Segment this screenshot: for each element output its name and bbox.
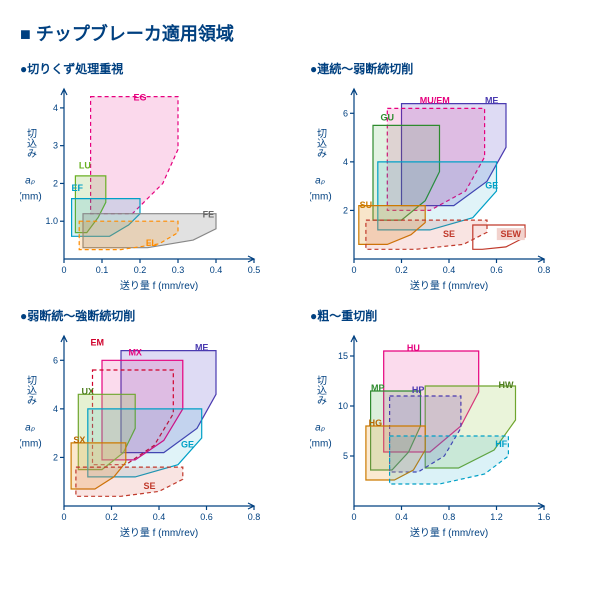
ytick: 1.0 xyxy=(45,216,58,226)
xtick: 0.4 xyxy=(443,265,456,275)
ytick: 6 xyxy=(343,108,348,118)
ylabel-unit: (mm) xyxy=(310,191,332,202)
region-label-SE: SE xyxy=(143,481,155,491)
region-label-SX: SX xyxy=(73,435,85,445)
region-label-GE: GE xyxy=(181,440,194,450)
xlabel: 送り量 f (mm/rev) xyxy=(120,279,198,292)
xtick: 0.4 xyxy=(153,512,166,522)
chart-grid: ●切りくず処理重視 EG LU EF FE FL 0 0.1 0.2 0.3 0.4 0.5 1.0 2 3… xyxy=(20,56,580,546)
ylabel-unit: (mm) xyxy=(20,438,42,449)
xtick: 0.8 xyxy=(443,512,456,522)
chart-p3: ME MX EM UX GE SX SE 0 0.2 0.4 0.6 0.8 2 4 6 送り量 f (mm/… xyxy=(20,326,266,546)
xtick: 1.2 xyxy=(490,512,503,522)
ylabel-sym: aₚ xyxy=(315,175,326,186)
xlabel: 送り量 f (mm/rev) xyxy=(120,526,198,539)
ytick: 2 xyxy=(53,178,58,188)
chart-p2: ME MU/EM GU GE SU SE SEW 0 0.2 0.4 0.6 0.8 2 4 6 送り量 f … xyxy=(310,79,556,299)
chart-p4: HU HW MP HP HG HF 0 0.4 0.8 1.2 1.6 5 10 15 送り量 f (mm/… xyxy=(310,326,556,546)
xtick: 0.5 xyxy=(248,265,261,275)
region-SE xyxy=(76,467,183,496)
ylabel-sym: aₚ xyxy=(25,175,36,186)
region-label-ME: ME xyxy=(195,343,209,353)
region-label-UX: UX xyxy=(82,386,95,396)
ytick: 6 xyxy=(53,355,58,365)
ytick: 5 xyxy=(343,451,348,461)
ylabel-sym: aₚ xyxy=(315,422,326,433)
region-label-SEW: SEW xyxy=(501,229,522,239)
region-label-HF: HF xyxy=(495,439,507,449)
xtick: 0 xyxy=(61,512,66,522)
region-label-EG: EG xyxy=(133,92,146,102)
main-title: ■ チップブレーカ適用領域 xyxy=(20,20,580,46)
panel-subtitle: ●切りくず処理重視 xyxy=(20,60,290,77)
ylabel-sym: aₚ xyxy=(25,422,36,433)
ytick: 4 xyxy=(343,157,348,167)
ytick: 3 xyxy=(53,141,58,151)
xlabel: 送り量 f (mm/rev) xyxy=(410,526,488,539)
ylabel-unit: (mm) xyxy=(310,438,332,449)
xtick: 1.6 xyxy=(538,512,551,522)
region-label-MU/EM: MU/EM xyxy=(420,96,450,106)
ytick: 15 xyxy=(338,351,348,361)
panel-subtitle: ●連続～弱断続切削 xyxy=(310,60,580,77)
region-label-FE: FE xyxy=(203,209,215,219)
region-label-EF: EF xyxy=(72,183,84,193)
xtick: 0.4 xyxy=(395,512,408,522)
region-label-GE: GE xyxy=(485,181,498,191)
xtick: 0.6 xyxy=(490,265,503,275)
xtick: 0 xyxy=(351,265,356,275)
xtick: 0 xyxy=(351,512,356,522)
region-label-GU: GU xyxy=(381,113,395,123)
ylabel: 切込み xyxy=(315,128,327,158)
region-label-MP: MP xyxy=(371,383,385,393)
region-label-LU: LU xyxy=(79,160,91,170)
xtick: 0.6 xyxy=(200,512,213,522)
ylabel-unit: (mm) xyxy=(20,191,42,202)
region-label-FL: FL xyxy=(146,238,157,248)
region-label-HP: HP xyxy=(412,385,425,395)
xtick: 0.4 xyxy=(210,265,223,275)
region-label-HG: HG xyxy=(369,418,383,428)
ytick: 2 xyxy=(343,205,348,215)
ylabel: 切込み xyxy=(315,375,327,405)
ytick: 2 xyxy=(53,452,58,462)
ytick: 10 xyxy=(338,401,348,411)
region-label-HU: HU xyxy=(407,343,420,353)
region-label-MX: MX xyxy=(128,347,142,357)
xtick: 0 xyxy=(61,265,66,275)
region-label-HW: HW xyxy=(499,380,514,390)
main-title-text: チップブレーカ適用領域 xyxy=(36,24,234,44)
ylabel: 切込み xyxy=(25,128,37,158)
xtick: 0.8 xyxy=(538,265,551,275)
ytick: 4 xyxy=(53,404,58,414)
xtick: 0.1 xyxy=(96,265,109,275)
region-label-SE: SE xyxy=(443,229,455,239)
xtick: 0.3 xyxy=(172,265,185,275)
xlabel: 送り量 f (mm/rev) xyxy=(410,279,488,292)
ylabel: 切込み xyxy=(25,375,37,405)
xtick: 0.2 xyxy=(395,265,408,275)
ytick: 4 xyxy=(53,103,58,113)
region-label-EM: EM xyxy=(91,338,105,348)
panel-subtitle: ●粗～重切削 xyxy=(310,307,580,324)
panel-subtitle: ●弱断続～強断続切削 xyxy=(20,307,290,324)
xtick: 0.8 xyxy=(248,512,261,522)
chart-p1: EG LU EF FE FL 0 0.1 0.2 0.3 0.4 0.5 1.0 2 3 4 送り量 f (m… xyxy=(20,79,266,299)
xtick: 0.2 xyxy=(105,512,118,522)
region-label-SU: SU xyxy=(360,200,373,210)
xtick: 0.2 xyxy=(134,265,147,275)
region-label-ME: ME xyxy=(485,96,499,106)
region-HF xyxy=(390,436,509,484)
region-SE xyxy=(366,220,487,249)
